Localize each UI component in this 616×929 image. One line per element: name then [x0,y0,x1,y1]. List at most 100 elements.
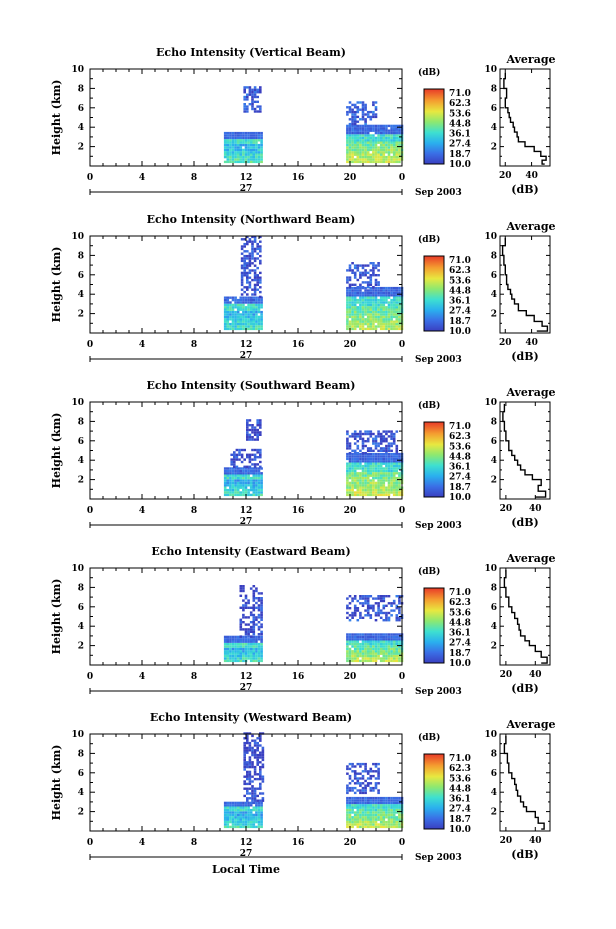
echo-cell [379,650,383,653]
echo-cell [353,313,357,316]
echo-cell [390,432,393,436]
echo-cell [392,602,396,605]
echo-cell [377,597,380,600]
echo-cell [379,635,383,639]
echo-cell [231,650,235,653]
echo-cell [226,313,230,316]
echo-cell [364,609,367,612]
echo-cell [398,296,401,299]
echo-cell [372,115,375,119]
echo-cell [364,303,367,307]
echo-cell [260,493,263,497]
x-tick-label: 12 [240,173,253,183]
echo-cell [398,657,401,660]
echo-cell [377,294,380,297]
echo-cell [259,235,262,239]
echo-cell [351,770,354,773]
echo-cell [379,313,383,316]
echo-cell [359,101,362,104]
echo-cell [346,491,349,494]
echo-cell [240,456,244,459]
echo-cell [234,301,237,304]
echo-cell [346,484,349,487]
echo-cell [377,647,380,651]
echo-cell [379,322,383,326]
echo-cell [348,269,352,272]
echo-cell [390,650,393,653]
echo-cell [259,465,262,468]
echo-cell [256,463,259,466]
echo-cell [233,451,236,454]
echo-cell [359,283,362,286]
echo-cell [346,151,349,154]
echo-cell [244,816,248,819]
echo-cell [223,313,227,316]
echo-cell [353,647,357,651]
echo-cell [382,806,386,809]
echo-cell [260,151,263,154]
echo-cell [377,455,380,458]
echo-cell [248,465,252,468]
echo-cell [387,493,391,497]
echo-cell [251,107,254,111]
echo-cell [346,437,349,440]
echo-cell [398,808,401,812]
echo-cell [398,619,401,622]
echo-cell [398,148,401,152]
echo-cell [260,320,263,323]
echo-cell [385,143,388,147]
echo-cell [374,325,378,328]
echo-cell [392,481,396,485]
echo-cell [359,799,362,802]
y-tick-label: 8 [78,749,84,759]
echo-cell [257,469,261,473]
echo-cell [398,155,401,159]
echo-cell [259,734,262,738]
echo-cell [372,134,375,137]
echo-cell [239,160,243,164]
echo-cell [249,493,253,497]
echo-cell [255,139,258,142]
echo-cell [356,110,360,114]
echo-cell [246,797,249,800]
echo-cell [251,780,254,783]
echo-cell [387,657,391,660]
echo-cell [260,481,263,485]
echo-cell [366,430,370,433]
echo-cell [361,442,365,445]
echo-cell [395,286,399,290]
echo-cell [374,153,378,156]
echo-cell [390,455,393,458]
echo-cell [382,479,386,482]
echo-cell [257,472,261,475]
echo-cell [387,818,391,821]
echo-cell [361,274,365,277]
echo-cell [242,806,245,809]
echo-cell [348,447,352,450]
echo-cell [366,638,370,641]
echo-cell [242,638,245,641]
echo-cell [240,271,244,275]
echo-cell [248,765,252,769]
echo-cell [385,460,388,463]
echo-cell [385,652,388,655]
echo-cell [359,435,362,438]
echo-cell [346,765,349,768]
echo-cell [385,296,388,299]
echo-cell [223,146,227,149]
echo-cell [226,820,230,824]
echo-cell [392,131,396,135]
echo-cell [238,451,241,454]
echo-cell [252,136,256,140]
echo-cell [346,325,349,328]
echo-cell [356,806,360,809]
echo-cell [379,455,383,458]
echo-cell [392,816,396,819]
echo-cell [244,141,248,144]
echo-cell [366,437,370,440]
echo-cell [369,638,373,641]
echo-cell [377,127,380,130]
echo-cell [390,486,393,489]
echo-cell [374,816,378,819]
echo-cell [353,435,357,438]
